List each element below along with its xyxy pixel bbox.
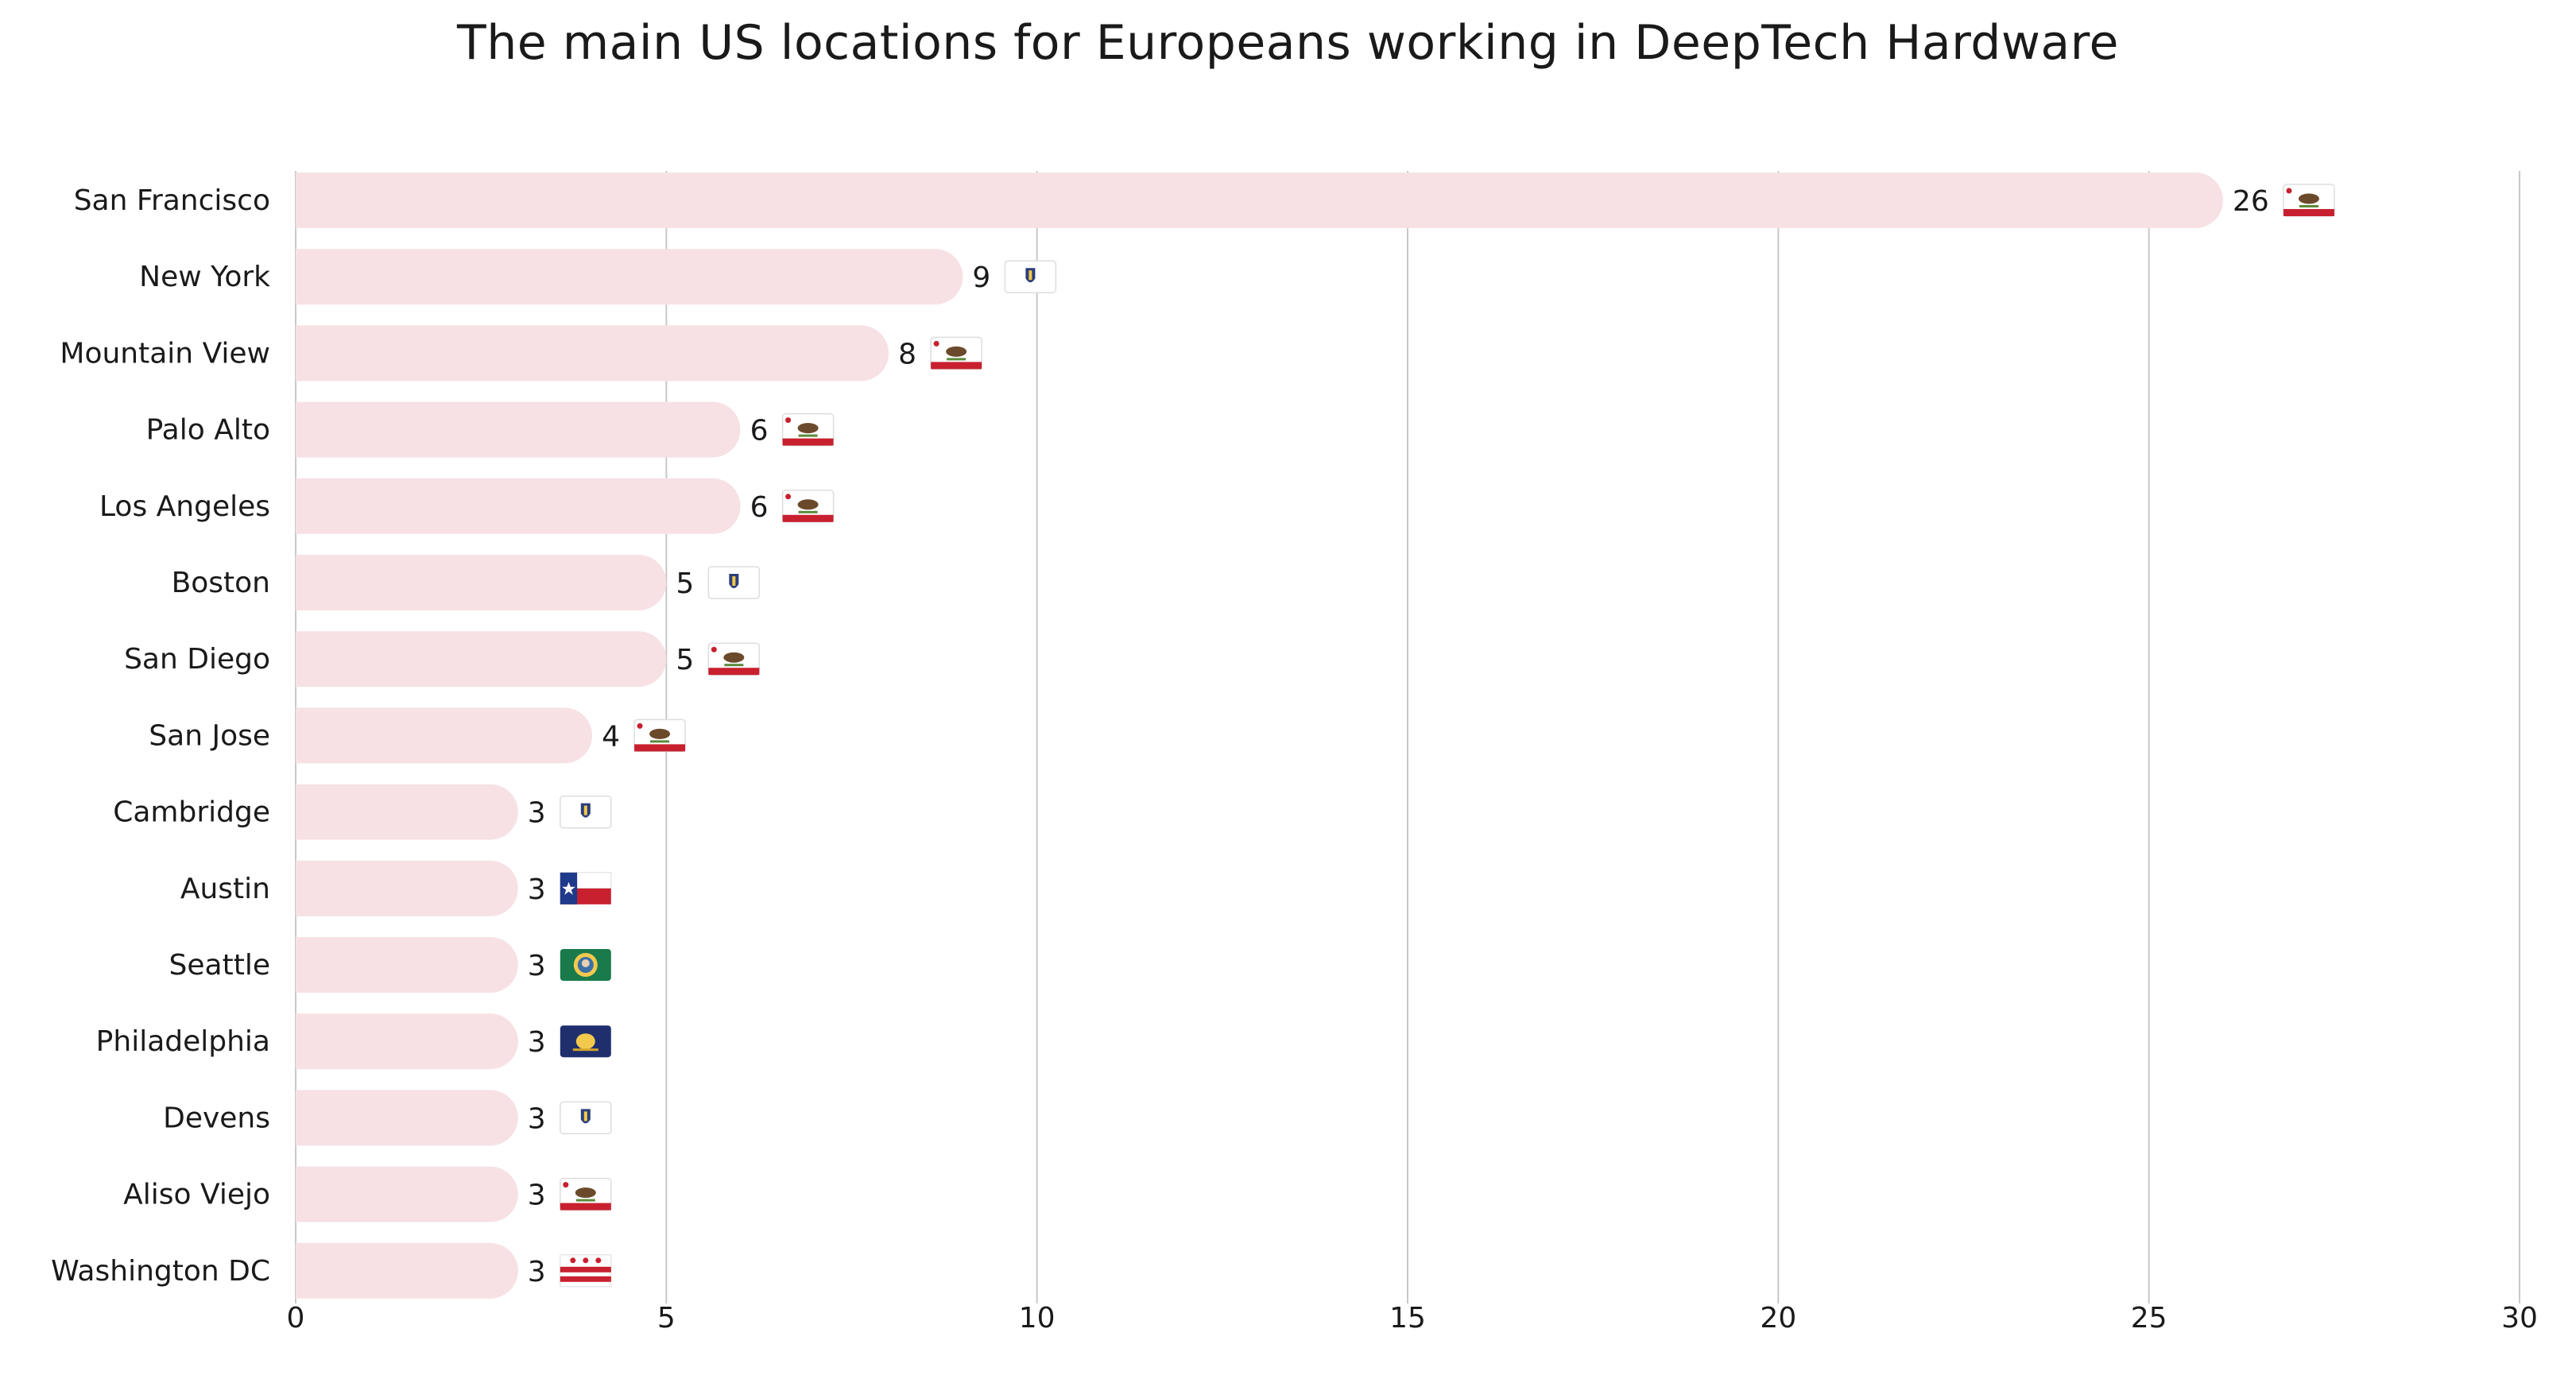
category-label: Philadelphia	[96, 1025, 270, 1058]
x-axis: 0 5 10 15 20 25 30	[287, 1302, 2538, 1334]
pennsylvania-flag-icon	[560, 1025, 611, 1058]
category-label: Palo Alto	[146, 414, 270, 447]
california-flag-icon	[560, 1177, 612, 1211]
bar	[296, 478, 741, 534]
value-label: 4	[602, 720, 620, 753]
value-label: 3	[528, 1180, 546, 1212]
california-flag-icon	[633, 719, 686, 753]
value-label: 26	[2233, 185, 2269, 218]
x-tick-label: 20	[1760, 1302, 1796, 1334]
category-label: Washington DC	[51, 1255, 270, 1288]
value-label: 6	[750, 415, 769, 447]
category-label: Seattle	[169, 949, 270, 982]
value-label: 3	[528, 1026, 546, 1059]
bar	[296, 631, 667, 688]
california-flag-icon	[2283, 184, 2335, 217]
value-label: 8	[898, 338, 916, 370]
category-label: Devens	[163, 1102, 270, 1134]
california-flag-icon	[707, 642, 761, 676]
massachusetts-flag-icon	[707, 566, 761, 599]
bar	[296, 784, 518, 840]
california-flag-icon	[781, 490, 835, 523]
washington-dc-flag-icon	[560, 1254, 612, 1288]
texas-flag-icon	[560, 872, 612, 904]
category-label: New York	[139, 261, 270, 293]
bar	[296, 325, 889, 382]
category-label: San Diego	[124, 643, 270, 676]
x-tick-label: 25	[2131, 1302, 2167, 1334]
category-label: Cambridge	[113, 796, 270, 829]
bar	[296, 707, 593, 764]
bars	[296, 172, 2223, 1299]
x-tick-label: 30	[2501, 1302, 2538, 1334]
value-label: 5	[676, 567, 694, 600]
category-label: Austin	[180, 873, 270, 905]
category-label: Mountain View	[60, 337, 270, 370]
category-label: San Francisco	[74, 184, 270, 217]
bar	[296, 1242, 518, 1299]
category-label: Boston	[172, 567, 270, 599]
california-flag-icon	[781, 413, 835, 447]
labels: San Francisco 26 New York 9 Mountain View 8 Pa…	[51, 184, 2335, 1288]
x-tick-label: 15	[1389, 1302, 1426, 1334]
value-label: 3	[528, 797, 546, 830]
bar	[296, 249, 963, 305]
bar	[296, 860, 518, 916]
value-label: 3	[528, 873, 546, 906]
value-label: 3	[528, 950, 546, 982]
massachusetts-flag-icon	[560, 795, 612, 829]
category-label: Aliso Viejo	[123, 1179, 270, 1211]
value-label: 3	[528, 1102, 546, 1135]
value-label: 5	[676, 644, 694, 676]
massachusetts-flag-icon	[1004, 260, 1057, 293]
bar	[296, 937, 518, 993]
value-label: 9	[972, 261, 990, 294]
bar	[296, 555, 667, 610]
category-label: San Jose	[149, 719, 270, 752]
category-label: Los Angeles	[99, 490, 270, 523]
value-label: 6	[750, 491, 769, 524]
washington-flag-icon	[560, 949, 611, 981]
california-flag-icon	[930, 336, 982, 370]
massachusetts-flag-icon	[560, 1101, 612, 1135]
x-tick-label: 0	[287, 1302, 305, 1334]
bar	[296, 1013, 518, 1070]
x-tick-label: 5	[657, 1302, 676, 1334]
bar	[296, 1166, 518, 1222]
bar	[296, 401, 741, 458]
x-tick-label: 10	[1019, 1302, 1056, 1334]
bar	[296, 172, 2223, 228]
value-label: 3	[528, 1256, 546, 1288]
bar	[296, 1090, 518, 1146]
chart-title: The main US locations for Europeans work…	[457, 15, 2119, 71]
